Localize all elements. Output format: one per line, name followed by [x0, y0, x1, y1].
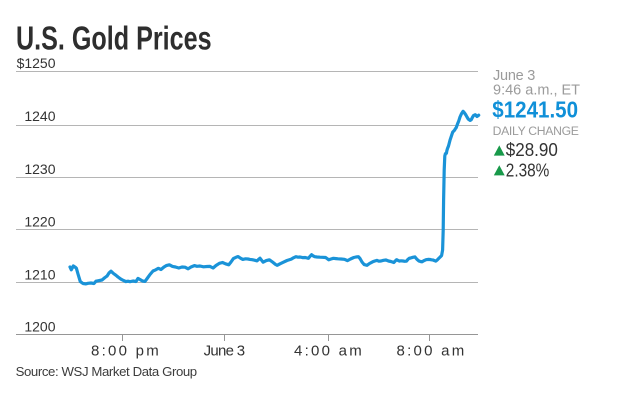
svg-text:DAILY CHANGE: DAILY CHANGE — [493, 124, 579, 138]
svg-text:8:00 am: 8:00 am — [397, 343, 467, 360]
svg-text:1200: 1200 — [24, 319, 55, 335]
svg-text:$28.90: $28.90 — [506, 140, 558, 161]
svg-text:2.38%: 2.38% — [506, 160, 550, 181]
svg-text:1230: 1230 — [24, 161, 55, 177]
svg-text:9:46 a.m., ET: 9:46 a.m., ET — [493, 82, 580, 98]
svg-text:U.S. Gold Prices: U.S. Gold Prices — [16, 20, 212, 57]
svg-text:4:00 am: 4:00 am — [294, 343, 364, 360]
svg-text:Source: WSJ Market Data Group: Source: WSJ Market Data Group — [16, 364, 197, 379]
svg-text:$1241.50: $1241.50 — [492, 96, 578, 123]
svg-text:June 3: June 3 — [204, 343, 245, 360]
svg-text:1240: 1240 — [24, 108, 55, 124]
svg-text:June 3: June 3 — [493, 68, 535, 84]
svg-text:8:00 pm: 8:00 pm — [91, 343, 161, 360]
svg-text:$1250: $1250 — [17, 55, 56, 71]
svg-text:1210: 1210 — [24, 266, 55, 282]
svg-text:1220: 1220 — [24, 214, 55, 230]
